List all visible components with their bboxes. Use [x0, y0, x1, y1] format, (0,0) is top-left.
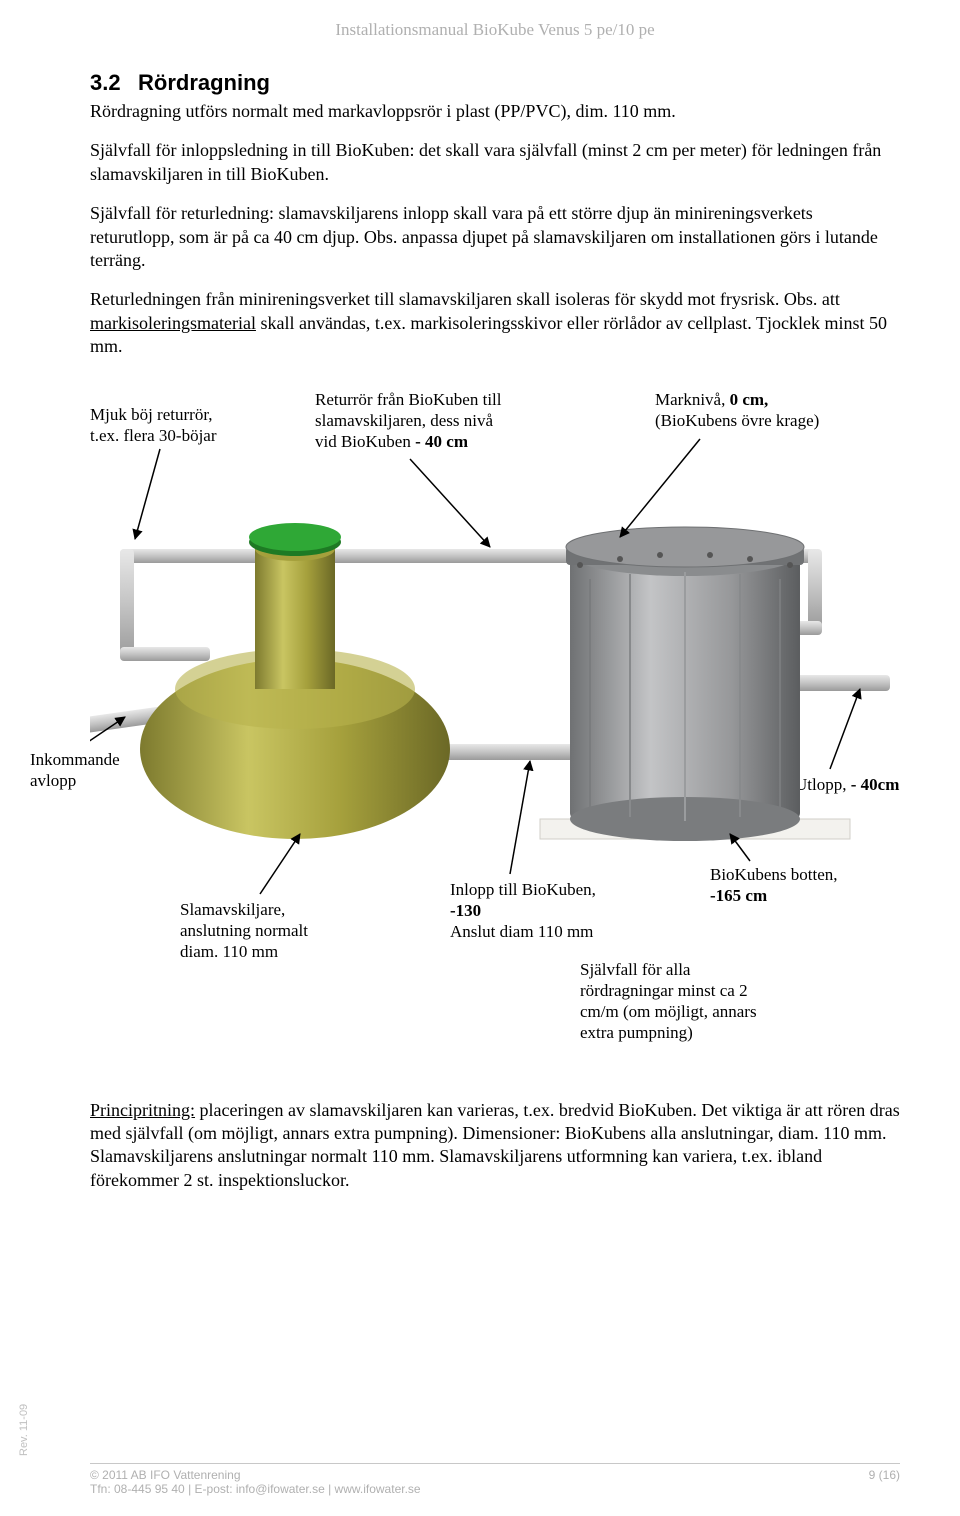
paragraph-3: Självfall för returledning: slamavskilja… — [90, 202, 900, 272]
paragraph-2: Självfall för inloppsledning in till Bio… — [90, 139, 900, 186]
footer-page: 9 (16) — [869, 1468, 900, 1482]
section-heading: 3.2Rördragning — [90, 70, 900, 96]
footer-contact: Tfn: 08-445 95 40 | E-post: info@ifowate… — [90, 1482, 900, 1496]
biokube-icon — [566, 527, 804, 841]
bottom-paragraph: Principritning: placeringen av slamavski… — [90, 1099, 900, 1193]
paragraph-4: Returledningen från minireningsverket ti… — [90, 288, 900, 358]
doc-header: Installationsmanual BioKube Venus 5 pe/1… — [90, 20, 900, 40]
section-number: 3.2 — [90, 70, 138, 96]
paragraph-1: Rördragning utförs normalt med markavlop… — [90, 100, 900, 123]
section-title: Rördragning — [138, 70, 270, 95]
diagram-svg — [90, 389, 910, 1079]
page-footer: © 2011 AB IFO Vattenrening 9 (16) Tfn: 0… — [90, 1463, 900, 1496]
footer-copyright: © 2011 AB IFO Vattenrening — [90, 1468, 241, 1482]
revision-label: Rev. 11-09 — [18, 1404, 30, 1456]
diagram: Mjuk böj returrör, t.ex. flera 30-böjar … — [90, 389, 910, 1079]
septic-tank-icon — [140, 523, 450, 839]
